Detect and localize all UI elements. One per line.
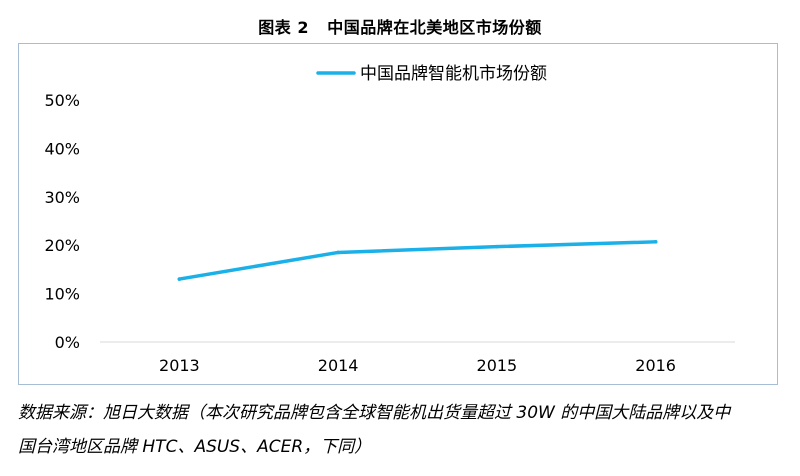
chart-frame [18,43,778,385]
x-tick-label: 2016 [635,356,676,375]
data-point [177,277,182,281]
legend-label: 中国品牌智能机市场份额 [360,64,547,84]
figure-label: 图表 2 [258,18,309,37]
y-tick-label: 10% [44,285,80,304]
source-note: 数据来源：旭日大数据（本次研究品牌包含全球智能机出货量超过 30W 的中国大陆品… [18,396,793,464]
data-point [653,240,658,244]
y-tick-label: 30% [44,188,80,207]
figure-title: 图表 2 中国品牌在北美地区市场份额 [0,14,800,38]
source-line-1: 数据来源：旭日大数据（本次研究品牌包含全球智能机出货量超过 30W 的中国大陆品… [18,403,731,423]
y-tick-label: 40% [44,139,80,158]
data-point [495,244,499,249]
series-line [177,240,658,281]
figure-title-text: 中国品牌在北美地区市场份额 [327,18,542,37]
y-tick-label: 20% [44,236,80,255]
data-point [336,250,340,255]
y-tick-label: 50% [44,91,80,110]
x-tick-label: 2015 [477,356,518,375]
line-chart: 0% 10% 20% 30% 40% 50% 2013 2014 2015 2016 中国品牌智能机… [44,64,735,375]
x-tick-label: 2013 [159,356,200,375]
x-tick-label: 2014 [318,356,359,375]
y-tick-label: 0% [55,333,80,352]
source-line-2: 国台湾地区品牌 HTC、ASUS、ACER，下同） [18,437,372,457]
